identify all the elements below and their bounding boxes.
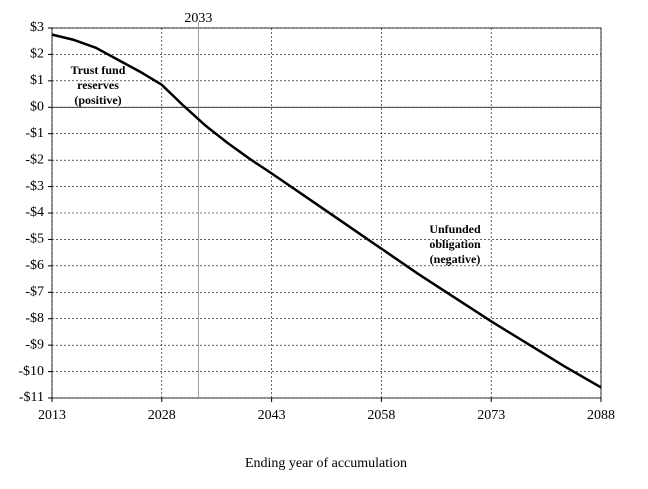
annotation: obligation (429, 237, 481, 251)
y-tick-label: -$5 (25, 232, 44, 247)
plot-frame (51, 27, 602, 399)
y-tick-label: -$3 (25, 179, 44, 194)
y-tick-label: -$4 (25, 205, 44, 220)
y-tick-label: -$7 (25, 285, 44, 300)
y-tick-label: $1 (30, 73, 44, 88)
x-tick-label: 2028 (148, 408, 176, 423)
y-tick-label: -$11 (19, 390, 44, 405)
y-tick-label: $0 (30, 100, 44, 115)
y-tick-label: -$1 (25, 126, 44, 141)
y-tick-label: -$6 (25, 258, 44, 273)
annotation: Trust fund (71, 63, 126, 77)
annotation: (negative) (430, 252, 481, 266)
y-tick-label: -$2 (25, 152, 44, 167)
annotation: reserves (77, 78, 119, 92)
y-tick-label: $2 (30, 47, 44, 62)
x-axis-label: Ending year of accumulation (245, 456, 407, 471)
y-tick-label: -$8 (25, 311, 44, 326)
marker-label: 2033 (184, 11, 212, 26)
x-tick-label: 2073 (477, 408, 505, 423)
annotation: Unfunded (429, 222, 481, 236)
x-tick-label: 2043 (258, 408, 286, 423)
x-tick-label: 2013 (38, 408, 66, 423)
data-line (51, 33, 602, 389)
y-tick-label: $3 (30, 20, 44, 35)
y-tick-label: -$9 (25, 337, 44, 352)
annotation: (positive) (74, 93, 121, 107)
x-tick-label: 2088 (587, 408, 615, 423)
x-tick-label: 2058 (367, 408, 395, 423)
y-tick-label: -$10 (18, 364, 44, 379)
